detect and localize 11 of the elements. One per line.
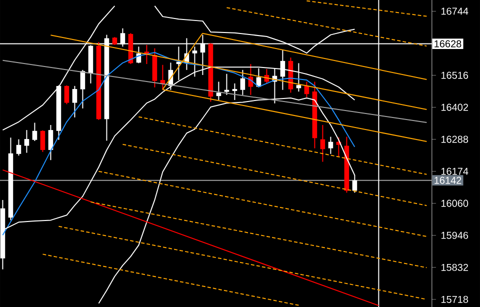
ref-line-label: 16142	[434, 176, 462, 184]
y-tick-label: 16516	[441, 72, 468, 79]
y-tick-label: 15946	[441, 232, 468, 239]
y-tick-label: 16744	[441, 8, 468, 15]
y-tick-label: 15832	[441, 264, 468, 271]
y-tick-label: 16288	[441, 136, 468, 143]
y-tick-label: 16060	[441, 200, 468, 207]
y-tick-label: 16402	[441, 104, 468, 111]
ref-line-label: 16628	[434, 40, 462, 48]
y-tick-label: 16174	[441, 168, 468, 175]
y-tick-label: 15718	[441, 296, 468, 303]
